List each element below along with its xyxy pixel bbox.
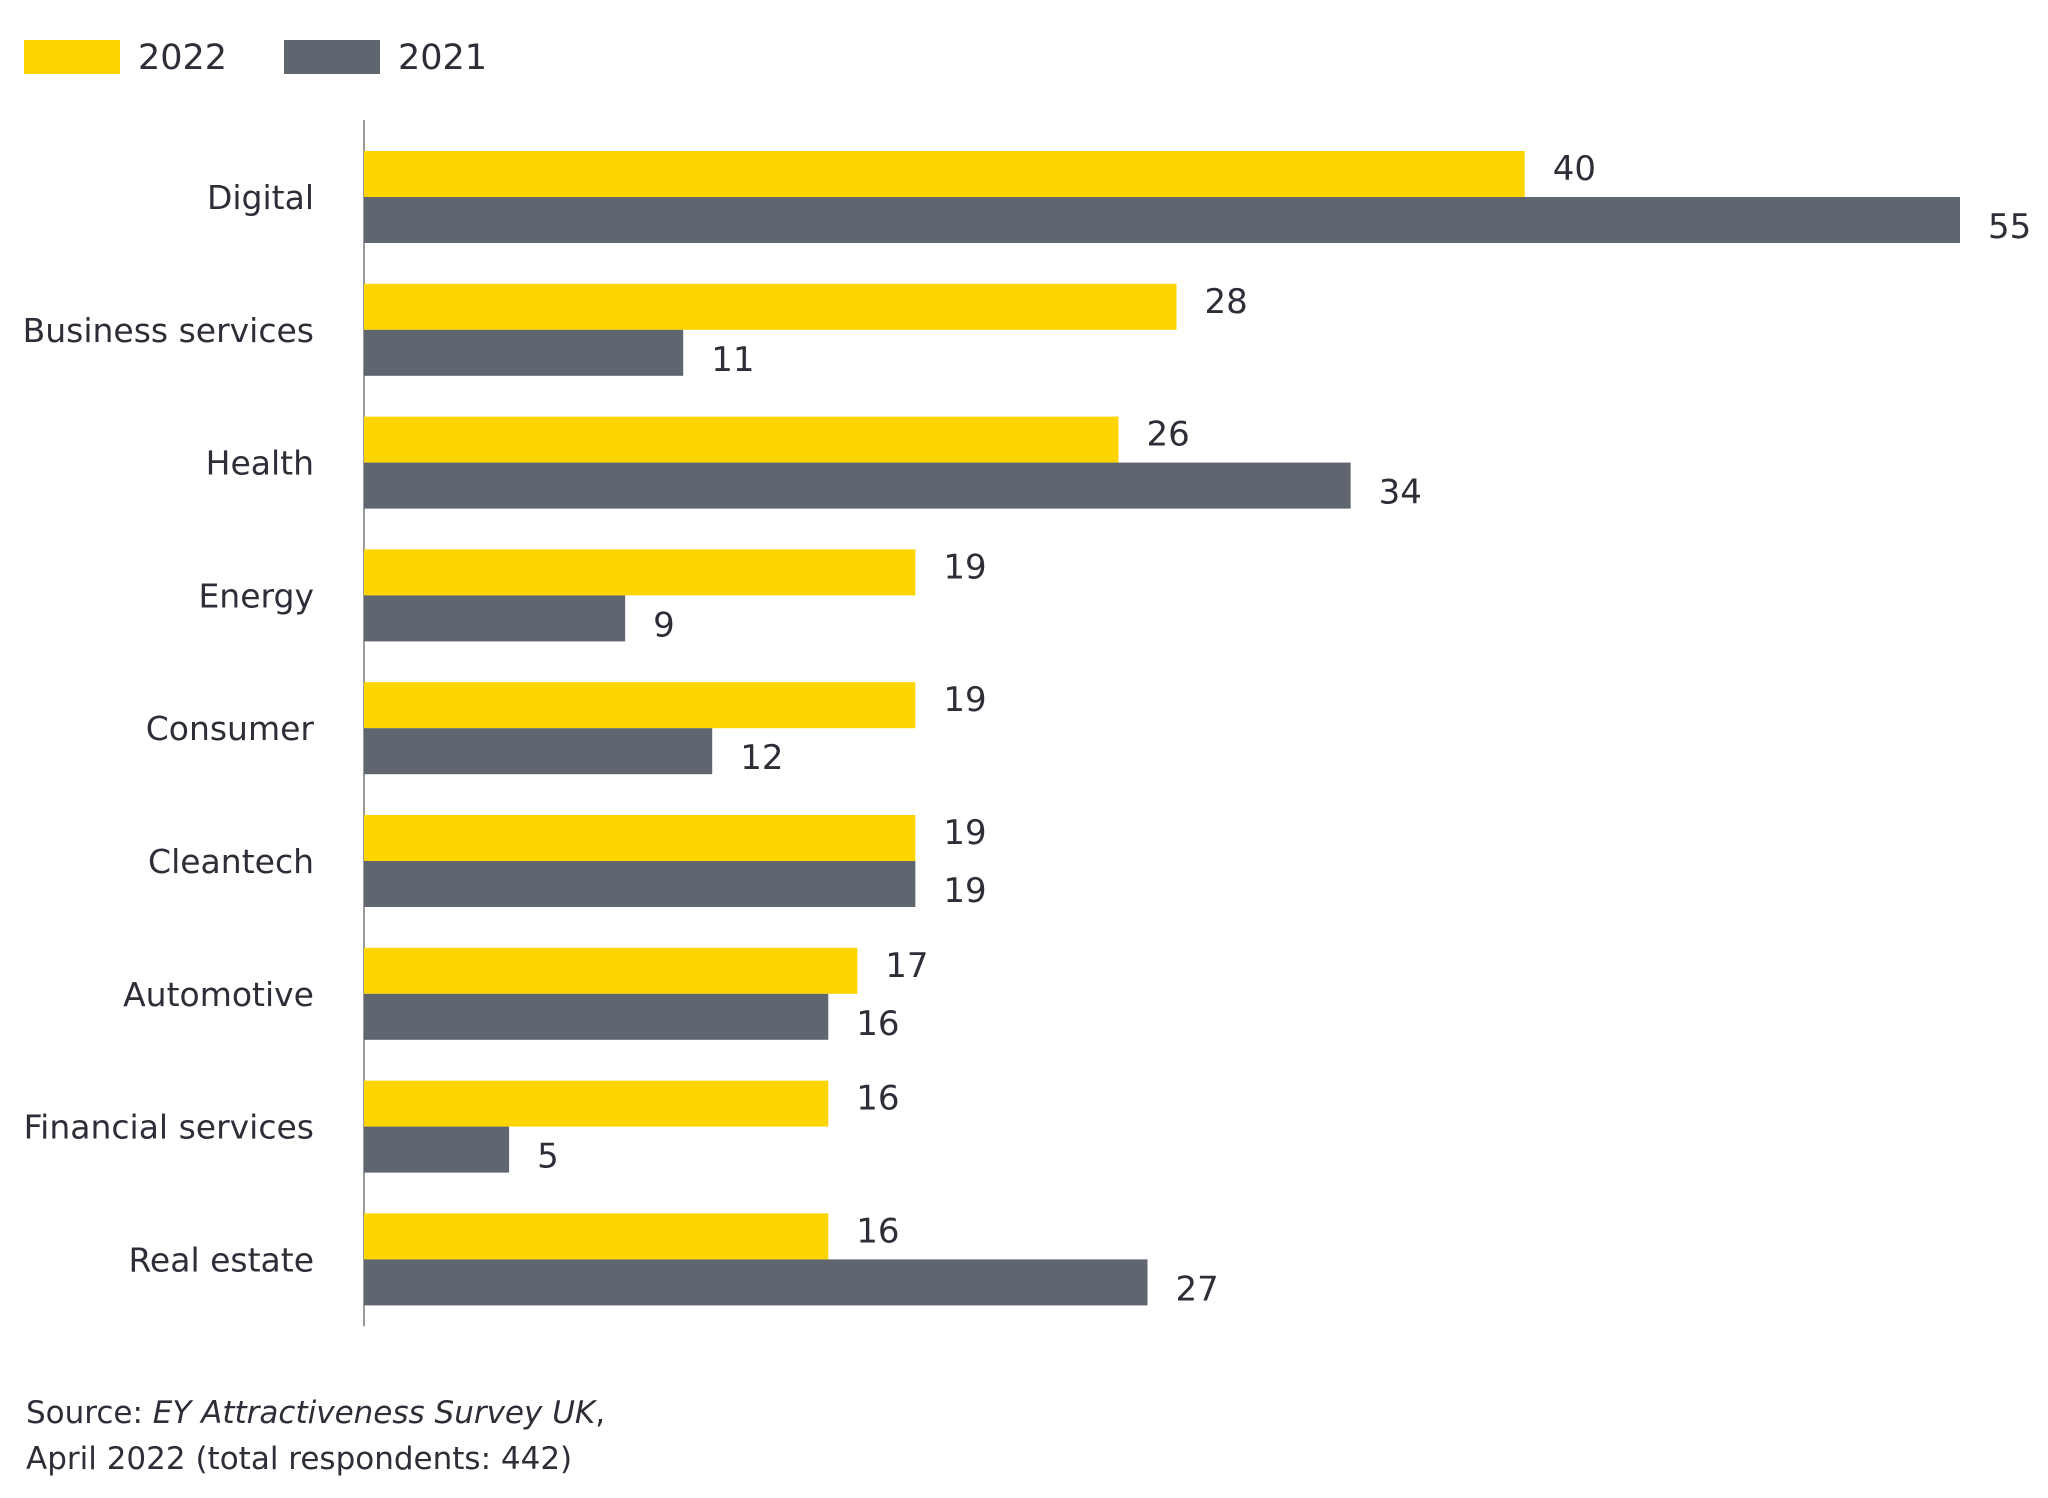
category-label-financial-services: Financial services [24,1108,314,1147]
bar-digital-2022 [364,151,1525,197]
data-label-automotive-2021: 16 [856,1004,899,1044]
data-label-health-2022: 26 [1146,415,1189,455]
data-label-real-estate-2021: 27 [1175,1269,1218,1309]
category-label-health: Health [206,444,314,483]
bar-cleantech-2021 [364,861,916,907]
category-label-business-services: Business services [23,311,314,350]
bar-real-estate-2022 [364,1213,829,1260]
data-label-digital-2021: 55 [1988,207,2031,247]
data-label-real-estate-2022: 16 [856,1211,899,1251]
data-label-energy-2022: 19 [943,547,986,587]
legend-swatch-2021 [284,40,380,74]
bar-digital-2021 [364,197,1960,243]
data-label-cleantech-2021: 19 [943,871,986,911]
source-note: Source: EY Attractiveness Survey UK, Apr… [26,1390,605,1482]
category-label-energy: Energy [198,576,314,615]
bar-consumer-2022 [364,682,916,729]
bar-financial-services-2021 [364,1126,510,1173]
bar-financial-services-2022 [364,1080,829,1127]
data-label-automotive-2022: 17 [885,946,928,986]
bar-energy-2022 [364,549,916,596]
data-label-cleantech-2022: 19 [943,813,986,853]
data-label-financial-services-2022: 16 [856,1079,899,1119]
data-label-consumer-2021: 12 [740,738,783,778]
source-suffix: , [595,1395,606,1431]
data-label-consumer-2022: 19 [943,680,986,720]
legend-swatch-2022 [24,40,120,74]
bar-real-estate-2021 [364,1259,1148,1306]
category-label-digital: Digital [207,178,314,217]
bar-energy-2021 [364,595,626,642]
data-label-digital-2022: 40 [1553,149,1596,189]
category-label-consumer: Consumer [146,709,315,748]
legend-label-2022: 2022 [138,38,227,78]
data-label-financial-services-2021: 5 [537,1137,559,1177]
source-prefix: Source: [26,1395,153,1431]
bar-business-services-2022 [364,283,1177,330]
bar-automotive-2022 [364,947,858,994]
legend-label-2021: 2021 [398,38,487,78]
data-label-business-services-2022: 28 [1205,282,1248,322]
source-title: EY Attractiveness Survey UK [152,1395,596,1431]
category-label-automotive: Automotive [123,975,314,1014]
data-label-business-services-2021: 11 [711,340,754,380]
category-label-cleantech: Cleantech [148,842,314,881]
category-label-real-estate: Real estate [128,1240,314,1279]
source-line-1: Source: EY Attractiveness Survey UK, [26,1390,605,1436]
bar-automotive-2021 [364,993,829,1040]
bar-business-services-2021 [364,329,684,376]
bar-health-2022 [364,416,1119,463]
data-label-health-2021: 34 [1379,473,1422,513]
bar-health-2021 [364,462,1351,509]
bar-consumer-2021 [364,728,713,775]
source-line-2: April 2022 (total respondents: 442) [26,1441,573,1477]
data-label-energy-2021: 9 [653,605,675,645]
bar-cleantech-2022 [364,815,916,861]
